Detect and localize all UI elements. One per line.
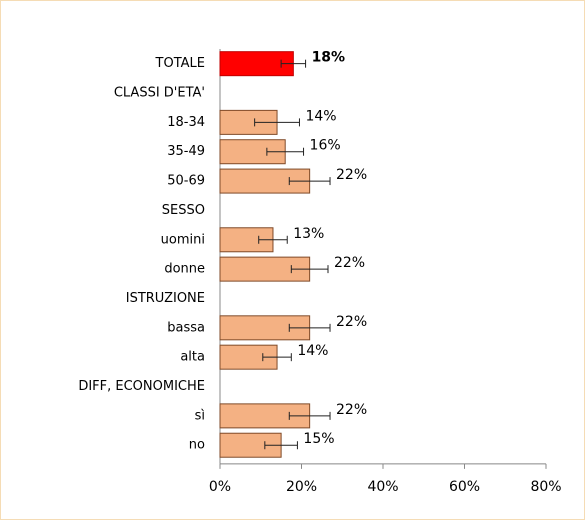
y-tick-label: DIFF, ECONOMICHE bbox=[78, 379, 205, 394]
y-tick-label: sì bbox=[195, 408, 205, 423]
x-tick-label: 20% bbox=[286, 479, 317, 495]
data-label: 13% bbox=[293, 226, 324, 242]
y-tick-label: no bbox=[189, 438, 205, 453]
data-label: 22% bbox=[336, 314, 367, 330]
y-tick-label: 50-69 bbox=[167, 174, 205, 189]
x-tick-label: 80% bbox=[530, 479, 561, 495]
x-tick-label: 0% bbox=[209, 479, 231, 495]
data-label: 14% bbox=[297, 343, 328, 359]
data-label: 22% bbox=[334, 255, 365, 271]
y-tick-label: SESSO bbox=[162, 203, 205, 218]
y-tick-label: alta bbox=[180, 350, 205, 365]
data-label: 16% bbox=[310, 138, 341, 154]
data-label: 14% bbox=[305, 108, 336, 124]
y-tick-label: CLASSI D'ETA' bbox=[114, 86, 205, 101]
y-tick-label: donne bbox=[164, 262, 205, 277]
data-label: 18% bbox=[312, 50, 346, 66]
y-tick-label: 18-34 bbox=[167, 115, 205, 130]
x-tick-label: 40% bbox=[367, 479, 398, 495]
data-label: 22% bbox=[336, 167, 367, 183]
data-label: 15% bbox=[303, 431, 334, 447]
x-tick-label: 60% bbox=[449, 479, 480, 495]
y-tick-label: 35-49 bbox=[167, 144, 205, 159]
y-tick-label: bassa bbox=[167, 320, 205, 335]
y-tick-label: ISTRUZIONE bbox=[126, 291, 205, 306]
y-tick-label: uomini bbox=[161, 232, 205, 247]
data-label: 22% bbox=[336, 402, 367, 418]
y-tick-label: TOTALE bbox=[155, 56, 205, 71]
